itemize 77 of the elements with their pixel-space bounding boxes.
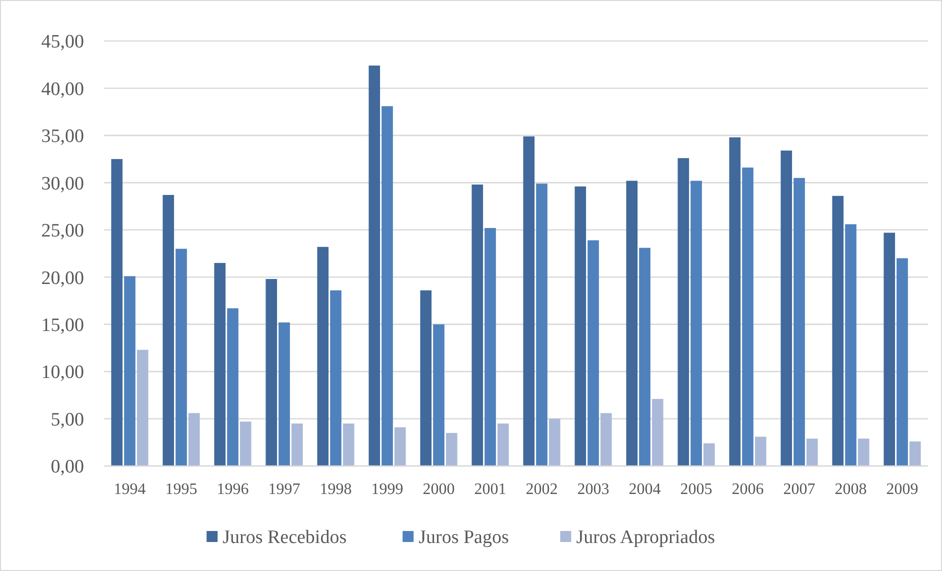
bar [266, 279, 278, 466]
x-tick-label: 2002 [526, 481, 558, 498]
bar [909, 441, 921, 466]
bar [124, 276, 136, 466]
legend-label: Juros Recebidos [222, 527, 347, 548]
x-tick-label: 2009 [886, 481, 918, 498]
bar [896, 258, 908, 466]
bar [626, 180, 638, 466]
x-tick-label: 1995 [165, 481, 198, 498]
bar [690, 180, 702, 466]
bar [523, 136, 535, 466]
bar [368, 66, 380, 466]
bar [176, 248, 187, 466]
x-tick-label: 2004 [628, 481, 661, 498]
bar [832, 196, 844, 466]
y-tick-label: 10,00 [41, 362, 84, 384]
bar [227, 308, 238, 466]
legend-label: Juros Pagos [418, 527, 509, 548]
bar [278, 322, 290, 466]
bar [742, 168, 754, 466]
x-tick-label: 2001 [474, 481, 506, 498]
bar [639, 248, 650, 466]
bar [394, 427, 406, 466]
bar [652, 398, 664, 466]
x-tick-label: 2003 [577, 481, 610, 498]
x-tick-label: 1999 [371, 481, 404, 498]
y-tick-label: 40,00 [41, 78, 84, 100]
bar [703, 443, 715, 466]
bar [845, 224, 856, 466]
x-tick-label: 2000 [422, 481, 455, 498]
bar [330, 290, 342, 466]
bar [600, 413, 612, 466]
bar [858, 438, 870, 466]
bar [291, 424, 303, 466]
bar [472, 184, 484, 466]
bar [780, 150, 792, 466]
bar [317, 246, 329, 466]
x-tick-label: 1996 [216, 481, 249, 498]
y-tick-label: 5,00 [50, 409, 84, 430]
y-tick-label: 20,00 [41, 268, 84, 289]
bar [162, 194, 174, 466]
bar [536, 184, 548, 466]
bar [382, 106, 393, 466]
y-tick-label: 30,00 [41, 173, 84, 194]
bar [588, 240, 599, 466]
bar [729, 137, 741, 466]
bar [111, 159, 123, 466]
y-tick-label: 15,00 [41, 314, 84, 336]
bar [240, 422, 252, 466]
bar [433, 324, 444, 466]
bar [188, 413, 200, 466]
bar [884, 232, 896, 466]
bar [678, 158, 690, 466]
bar [214, 262, 226, 466]
y-tick-label: 25,00 [41, 220, 84, 242]
bar [136, 350, 148, 466]
bar [794, 178, 805, 466]
bar [446, 432, 458, 466]
y-tick-label: 0,00 [50, 456, 84, 478]
bar [484, 228, 496, 466]
bar [806, 438, 818, 466]
bar [342, 424, 354, 466]
x-tick-label: 2007 [783, 481, 816, 498]
x-tick-label: 2008 [834, 481, 867, 498]
x-tick-label: 1997 [268, 481, 300, 498]
bar [497, 424, 509, 466]
bar [754, 436, 766, 466]
x-tick-label: 2005 [680, 481, 712, 498]
x-tick-label: 1998 [320, 481, 352, 498]
y-tick-label: 45,00 [41, 32, 84, 53]
bar [574, 186, 586, 466]
legend-label: Juros Apropriados [576, 527, 716, 548]
y-tick-label: 35,00 [41, 126, 84, 148]
x-tick-label: 1994 [114, 481, 146, 498]
bar [420, 290, 432, 466]
bar [548, 418, 560, 466]
x-tick-label: 2006 [732, 481, 764, 498]
